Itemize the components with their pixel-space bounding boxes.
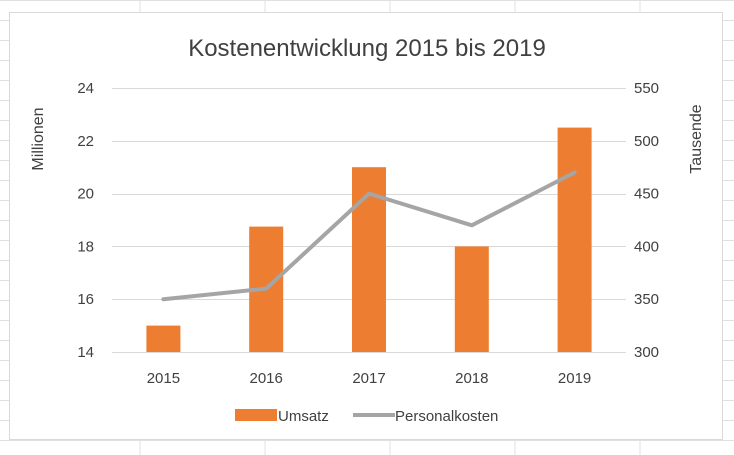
left-tick-label: 24 [77,80,94,97]
chart-legend: Umsatz Personalkosten [235,408,498,425]
chart-title: Kostenentwicklung 2015 bis 2019 [188,35,546,62]
right-tick-label: 550 [634,80,659,97]
umsatz-bars [146,127,592,352]
right-tick-label: 500 [634,133,659,150]
bar-2018 [454,246,489,352]
legend-umsatz-swatch [235,409,277,421]
left-tick-label: 22 [77,133,94,150]
combo-chart: Kostenentwicklung 2015 bis 2019 14 16 18 20… [30,35,705,425]
right-axis-ticks: 300 350 400 450 500 550 [634,80,659,361]
bar-2019 [557,127,592,352]
legend-personalkosten-label: Personalkosten [395,408,498,425]
legend-umsatz-label: Umsatz [278,408,329,425]
right-tick-label: 450 [634,186,659,203]
left-tick-label: 20 [77,186,94,203]
x-tick-label: 2017 [352,370,385,387]
x-tick-label: 2016 [250,370,283,387]
personalkosten-line-path [161,170,577,302]
left-axis-title: Millionen [30,107,47,170]
right-tick-label: 400 [634,238,659,255]
x-tick-label: 2015 [147,370,180,387]
left-tick-label: 14 [77,344,94,361]
x-axis-ticks: 2015 2016 2017 2018 2019 [147,370,592,387]
chart-area[interactable]: Kostenentwicklung 2015 bis 2019 14 16 18 20… [9,12,723,440]
left-tick-label: 16 [77,291,94,308]
right-axis-title: Tausende [688,104,705,173]
bar-2015 [146,325,181,352]
personalkosten-line [161,170,577,302]
right-tick-label: 300 [634,344,659,361]
right-tick-label: 350 [634,291,659,308]
x-tick-label: 2018 [455,370,488,387]
left-axis-ticks: 14 16 18 20 22 24 [77,80,94,361]
x-tick-label: 2019 [558,370,591,387]
left-tick-label: 18 [77,238,94,255]
